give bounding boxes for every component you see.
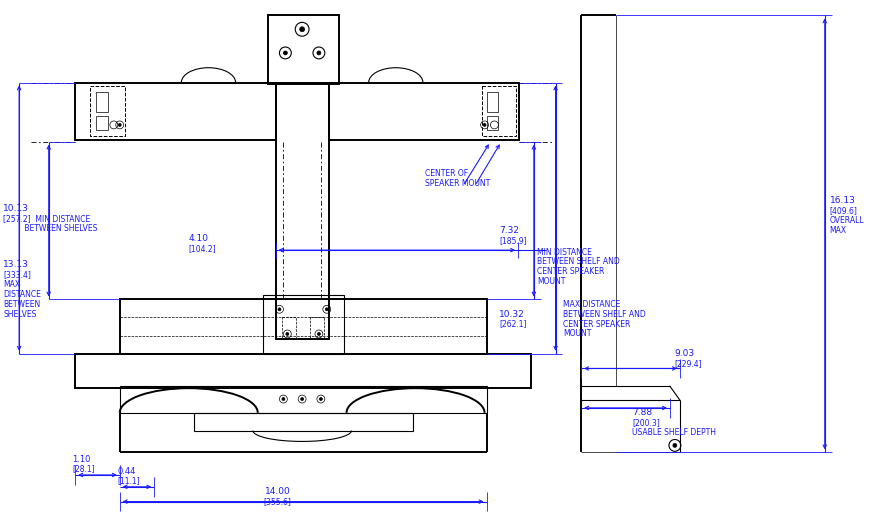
Circle shape bbox=[283, 51, 287, 55]
Text: [333.4]: [333.4] bbox=[3, 270, 31, 279]
Bar bbox=[282, 317, 295, 339]
Text: MOUNT: MOUNT bbox=[536, 277, 565, 286]
Bar bbox=[481, 86, 515, 136]
Circle shape bbox=[299, 27, 304, 32]
Bar bbox=[275, 83, 328, 339]
Circle shape bbox=[301, 398, 303, 400]
Text: 7.88: 7.88 bbox=[632, 408, 652, 418]
Text: 16.13: 16.13 bbox=[829, 197, 854, 205]
Circle shape bbox=[286, 332, 289, 335]
Bar bbox=[90, 86, 124, 136]
Bar bbox=[309, 317, 323, 339]
Text: DISTANCE: DISTANCE bbox=[3, 290, 41, 299]
Text: SPEAKER MOUNT: SPEAKER MOUNT bbox=[425, 178, 490, 188]
Text: BETWEEN SHELF AND: BETWEEN SHELF AND bbox=[536, 257, 619, 266]
Text: MIN DISTANCE: MIN DISTANCE bbox=[536, 248, 591, 256]
Text: 1.10: 1.10 bbox=[72, 454, 90, 464]
Bar bbox=[486, 116, 498, 130]
Bar bbox=[96, 116, 108, 130]
Text: BETWEEN SHELVES: BETWEEN SHELVES bbox=[3, 224, 97, 233]
Text: [28.1]: [28.1] bbox=[72, 464, 95, 474]
Text: 4.10: 4.10 bbox=[189, 234, 209, 243]
Bar bbox=[120, 386, 486, 413]
Text: 14.00: 14.00 bbox=[264, 487, 290, 496]
Bar bbox=[486, 93, 498, 112]
Text: MOUNT: MOUNT bbox=[563, 330, 591, 339]
Text: CENTER SPEAKER: CENTER SPEAKER bbox=[536, 267, 603, 276]
Text: 9.03: 9.03 bbox=[673, 349, 693, 358]
Text: [262.1]: [262.1] bbox=[499, 320, 527, 329]
Text: CENTER OF: CENTER OF bbox=[425, 168, 468, 178]
Text: [355.6]: [355.6] bbox=[263, 497, 291, 506]
Text: 0.44: 0.44 bbox=[117, 466, 136, 475]
Text: [409.6]: [409.6] bbox=[829, 206, 857, 215]
Bar bbox=[262, 294, 343, 354]
Circle shape bbox=[316, 51, 321, 55]
Text: [104.2]: [104.2] bbox=[189, 244, 216, 253]
Circle shape bbox=[672, 444, 676, 447]
Circle shape bbox=[118, 123, 121, 126]
Circle shape bbox=[278, 308, 281, 311]
Text: 13.13: 13.13 bbox=[3, 261, 30, 269]
Text: BETWEEN: BETWEEN bbox=[3, 300, 41, 309]
Text: 10.32: 10.32 bbox=[499, 310, 525, 319]
Text: OVERALL: OVERALL bbox=[829, 216, 863, 225]
Text: [229.4]: [229.4] bbox=[673, 359, 700, 368]
Text: CENTER SPEAKER: CENTER SPEAKER bbox=[563, 320, 630, 329]
Text: MAX: MAX bbox=[3, 280, 21, 289]
Text: MAX DISTANCE: MAX DISTANCE bbox=[563, 300, 620, 309]
Text: [185.9]: [185.9] bbox=[499, 236, 527, 245]
Bar bbox=[76, 354, 530, 388]
Text: 10.13: 10.13 bbox=[3, 204, 30, 213]
Circle shape bbox=[325, 308, 328, 311]
Text: 7.32: 7.32 bbox=[499, 226, 519, 235]
Bar bbox=[120, 300, 486, 354]
Circle shape bbox=[482, 123, 486, 126]
Circle shape bbox=[317, 332, 320, 335]
Circle shape bbox=[282, 398, 284, 400]
Bar bbox=[194, 413, 412, 431]
Text: BETWEEN SHELF AND: BETWEEN SHELF AND bbox=[563, 310, 646, 319]
Circle shape bbox=[319, 398, 322, 400]
Bar bbox=[76, 83, 275, 140]
Text: [11.1]: [11.1] bbox=[117, 476, 140, 485]
Bar bbox=[328, 83, 519, 140]
Text: SHELVES: SHELVES bbox=[3, 310, 36, 319]
Text: MAX: MAX bbox=[829, 226, 846, 235]
Text: [200.3]: [200.3] bbox=[632, 418, 660, 427]
Bar bbox=[268, 16, 338, 84]
Text: [257.2]  MIN DISTANCE: [257.2] MIN DISTANCE bbox=[3, 214, 90, 223]
Bar bbox=[96, 93, 108, 112]
Text: USABLE SHELF DEPTH: USABLE SHELF DEPTH bbox=[632, 428, 716, 437]
